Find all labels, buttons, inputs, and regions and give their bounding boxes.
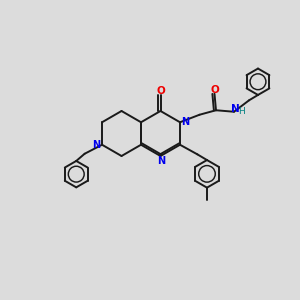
Text: N: N: [231, 104, 240, 114]
Text: H: H: [238, 107, 245, 116]
Text: N: N: [93, 140, 101, 150]
Text: O: O: [210, 85, 219, 95]
Text: N: N: [157, 156, 165, 167]
Text: N: N: [181, 117, 189, 127]
Text: O: O: [156, 85, 165, 96]
